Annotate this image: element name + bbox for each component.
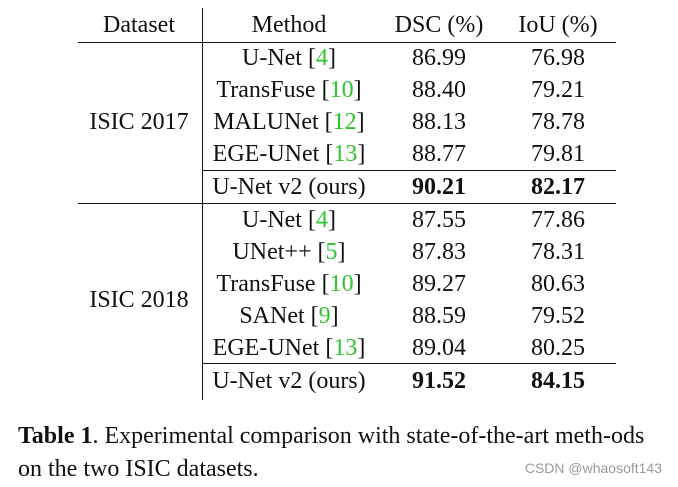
method-cell: EGE-UNet [13] bbox=[212, 335, 366, 361]
method-cell: TransFuse [10] bbox=[216, 77, 362, 103]
iou-cell: 79.81 bbox=[531, 141, 585, 167]
method-cell: MALUNet [12] bbox=[213, 109, 365, 135]
header-dataset: Dataset bbox=[103, 12, 175, 38]
table-row: U-Net [4] 87.55 77.86 bbox=[78, 204, 616, 236]
table-row: U-Net [4] 86.99 76.98 bbox=[78, 42, 616, 74]
table-header: Dataset Method DSC (%) IoU (%) bbox=[78, 0, 616, 42]
table-row: TransFuse [10] 88.40 79.21 bbox=[78, 74, 616, 106]
method-cell: U-Net v2 (ours) bbox=[212, 368, 366, 394]
dsc-cell: 88.77 bbox=[412, 141, 466, 167]
dsc-cell: 87.55 bbox=[412, 207, 466, 233]
watermark: CSDN @whaosoft143 bbox=[524, 460, 662, 476]
citation-link[interactable]: 10 bbox=[329, 271, 354, 297]
iou-cell: 78.78 bbox=[531, 109, 585, 135]
rule-ours-2017 bbox=[202, 170, 616, 171]
dsc-cell: 87.83 bbox=[412, 239, 466, 265]
rule-ours-2018 bbox=[202, 363, 616, 364]
results-table: Dataset Method DSC (%) IoU (%) ISIC 2017… bbox=[78, 0, 616, 400]
citation-link[interactable]: 4 bbox=[315, 207, 328, 233]
rule-vertical bbox=[202, 8, 203, 400]
dsc-cell: 89.04 bbox=[412, 335, 466, 361]
table-caption: Table 1. Experimental comparison with st… bbox=[18, 420, 668, 486]
dsc-cell: 91.52 bbox=[412, 368, 466, 394]
group-isic-2017: ISIC 2017 U-Net [4] 86.99 76.98 TransFus… bbox=[78, 42, 616, 203]
dsc-cell: 86.99 bbox=[412, 45, 466, 71]
iou-cell: 82.17 bbox=[531, 174, 585, 200]
table-row: TransFuse [10] 89.27 80.63 bbox=[78, 268, 616, 300]
method-cell: U-Net v2 (ours) bbox=[212, 174, 366, 200]
table-row: MALUNet [12] 88.13 78.78 bbox=[78, 106, 616, 138]
citation-link[interactable]: 9 bbox=[318, 303, 331, 329]
table-row: EGE-UNet [13] 89.04 80.25 bbox=[78, 332, 616, 364]
iou-cell: 79.52 bbox=[531, 303, 585, 329]
iou-cell: 77.86 bbox=[531, 207, 585, 233]
table-row: EGE-UNet [13] 88.77 79.81 bbox=[78, 138, 616, 170]
dsc-cell: 88.40 bbox=[412, 77, 466, 103]
dsc-cell: 88.59 bbox=[412, 303, 466, 329]
dsc-cell: 88.13 bbox=[412, 109, 466, 135]
header-method: Method bbox=[251, 12, 327, 38]
group-isic-2018: ISIC 2018 U-Net [4] 87.55 77.86 UNet++ [… bbox=[78, 204, 616, 397]
table-row-ours: U-Net v2 (ours) 91.52 84.15 bbox=[78, 365, 616, 397]
rule-group bbox=[78, 203, 616, 204]
method-cell: TransFuse [10] bbox=[216, 271, 362, 297]
caption-label: Table 1 bbox=[18, 423, 93, 449]
citation-link[interactable]: 13 bbox=[333, 335, 358, 361]
iou-cell: 84.15 bbox=[531, 368, 585, 394]
method-cell: UNet++ [5] bbox=[232, 239, 346, 265]
citation-link[interactable]: 12 bbox=[332, 109, 357, 135]
table-row-ours: U-Net v2 (ours) 90.21 82.17 bbox=[78, 171, 616, 203]
iou-cell: 80.25 bbox=[531, 335, 585, 361]
method-cell: U-Net [4] bbox=[242, 207, 336, 233]
citation-link[interactable]: 13 bbox=[333, 141, 358, 167]
method-cell: U-Net [4] bbox=[242, 45, 336, 71]
dsc-cell: 89.27 bbox=[412, 271, 466, 297]
caption-text: . Experimental comparison with state-of-… bbox=[18, 423, 645, 482]
table-row: SANet [9] 88.59 79.52 bbox=[78, 300, 616, 332]
header-iou: IoU (%) bbox=[518, 12, 598, 38]
dsc-cell: 90.21 bbox=[412, 174, 466, 200]
iou-cell: 79.21 bbox=[531, 77, 585, 103]
method-cell: SANet [9] bbox=[239, 303, 339, 329]
iou-cell: 78.31 bbox=[531, 239, 585, 265]
citation-link[interactable]: 10 bbox=[329, 77, 354, 103]
table-row: UNet++ [5] 87.83 78.31 bbox=[78, 236, 616, 268]
header-dsc: DSC (%) bbox=[394, 12, 484, 38]
iou-cell: 76.98 bbox=[531, 45, 585, 71]
citation-link[interactable]: 4 bbox=[315, 45, 328, 71]
iou-cell: 80.63 bbox=[531, 271, 585, 297]
rule-header bbox=[78, 42, 616, 43]
dataset-label: ISIC 2017 bbox=[89, 109, 189, 135]
citation-link[interactable]: 5 bbox=[325, 239, 338, 265]
dataset-label: ISIC 2018 bbox=[89, 287, 189, 313]
method-cell: EGE-UNet [13] bbox=[212, 141, 366, 167]
